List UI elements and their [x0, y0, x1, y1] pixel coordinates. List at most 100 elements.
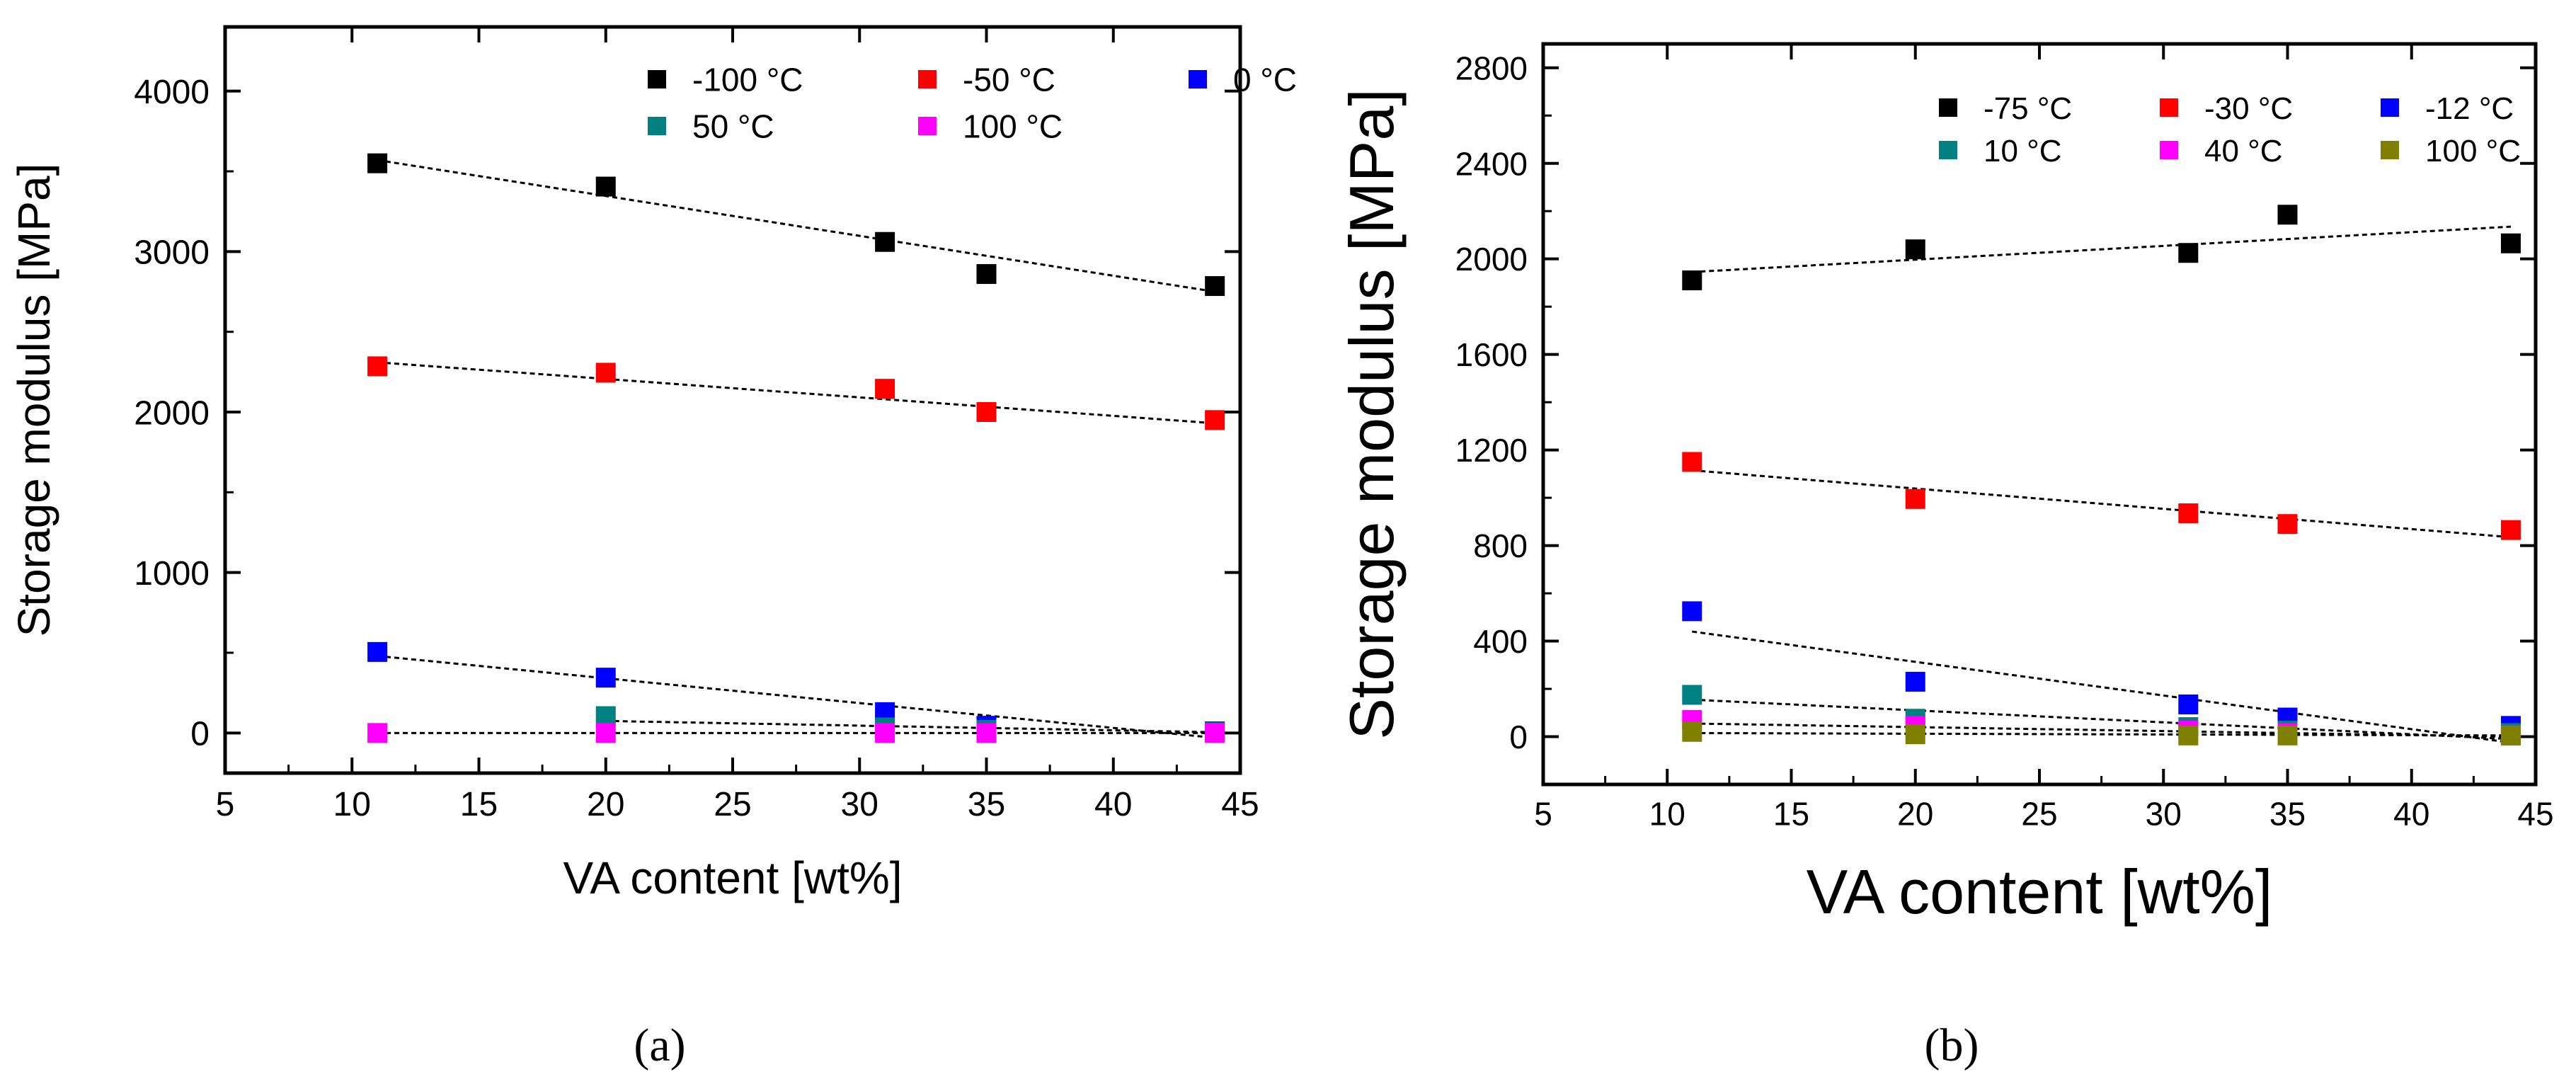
x-tick-label: 25 — [714, 786, 751, 823]
data-point — [367, 356, 388, 377]
data-point — [1682, 685, 1702, 705]
data-point — [367, 153, 388, 173]
data-point — [1682, 452, 1702, 472]
x-tick-label: 5 — [216, 786, 235, 823]
data-point — [1205, 276, 1225, 297]
y-tick-label: 0 — [190, 716, 210, 753]
y-tick-label: 0 — [1509, 719, 1528, 755]
data-point — [2500, 520, 2521, 540]
data-point — [367, 723, 388, 743]
legend-marker — [2381, 98, 2399, 117]
legend-label: -30 °C — [2204, 91, 2293, 126]
legend-label: 50 °C — [692, 108, 774, 145]
legend-label: 40 °C — [2204, 134, 2283, 168]
trendline — [605, 719, 1215, 733]
trendline — [1692, 225, 2512, 273]
data-point — [2277, 725, 2298, 745]
data-point — [1905, 239, 1925, 260]
trendline — [377, 159, 1215, 293]
x-tick-label: 10 — [333, 786, 371, 823]
x-tick-label: 15 — [1773, 796, 1809, 833]
legend-label: 10 °C — [1983, 134, 2062, 168]
data-point — [595, 362, 616, 383]
data-point — [595, 176, 616, 197]
legend-label: -50 °C — [963, 62, 1055, 98]
y-tick-label: 2000 — [1455, 241, 1528, 278]
y-tick-label: 2400 — [1455, 145, 1528, 182]
y-tick-label: 2800 — [1455, 50, 1528, 86]
data-point — [875, 723, 895, 743]
x-axis-label: VA content [wt%] — [1807, 857, 2273, 927]
x-tick-label: 30 — [841, 786, 878, 823]
legend-marker — [1939, 98, 1957, 117]
trendline — [377, 361, 1215, 425]
y-tick-label: 800 — [1473, 527, 1528, 564]
legend-label: -75 °C — [1983, 91, 2072, 126]
trendline — [1692, 698, 2512, 741]
y-axis-label: Storage modulus [MPa] — [8, 164, 59, 637]
x-tick-label: 40 — [2393, 796, 2429, 833]
legend-marker — [2160, 98, 2178, 117]
x-tick-label: 15 — [460, 786, 498, 823]
data-point — [1905, 671, 1925, 692]
trendline — [1692, 469, 2512, 539]
x-tick-label: 5 — [1534, 796, 1552, 833]
data-point — [2500, 725, 2521, 745]
trendline — [377, 655, 1215, 739]
data-point — [875, 232, 895, 252]
data-point — [875, 379, 895, 399]
data-point — [1682, 721, 1702, 742]
legend-marker — [648, 117, 666, 135]
x-tick-label: 30 — [2146, 796, 2182, 833]
x-tick-label: 25 — [2021, 796, 2057, 833]
x-tick-label: 20 — [1897, 796, 1933, 833]
data-point — [1205, 410, 1225, 430]
data-point — [976, 402, 997, 422]
chart-b: 5 10 15 20 25 30 35 40 45 0 400 800 1200 1600 2000 2400… — [1336, 42, 2554, 927]
legend-marker — [1189, 70, 1207, 88]
data-point — [1682, 601, 1702, 622]
x-tick-label: 40 — [1094, 786, 1132, 823]
data-point — [2178, 243, 2199, 263]
panel-label-a: (a) — [634, 1019, 685, 1071]
data-point — [1905, 724, 1925, 745]
data-point — [367, 641, 388, 662]
legend-label: 100 °C — [963, 108, 1063, 145]
y-tick-label: 4000 — [134, 74, 210, 111]
data-point — [1682, 270, 1702, 291]
data-point — [2277, 205, 2298, 225]
trendline — [1692, 731, 2511, 737]
x-tick-label: 45 — [2517, 796, 2553, 833]
y-axis-label: Storage modulus [MPa] — [1336, 88, 1407, 740]
y-tick-label: 1000 — [134, 555, 210, 593]
data-point — [595, 706, 616, 726]
data-point — [976, 264, 997, 285]
y-tick-label: 400 — [1473, 623, 1528, 660]
panel-label-b: (b) — [1925, 1019, 1979, 1071]
x-tick-label: 35 — [968, 786, 1005, 823]
legend-marker — [918, 117, 937, 135]
data-point — [2178, 503, 2199, 524]
y-tick-label: 1200 — [1455, 432, 1528, 469]
data-point — [2178, 694, 2199, 714]
trendline — [1692, 630, 2512, 744]
x-axis-label: VA content [wt%] — [563, 852, 902, 903]
legend-marker — [1939, 141, 1957, 159]
x-tick-label: 20 — [587, 786, 624, 823]
data-point — [1205, 723, 1225, 743]
legend-label: 100 °C — [2425, 134, 2521, 168]
data-point — [2277, 514, 2298, 535]
data-point — [2500, 233, 2521, 253]
data-point — [976, 723, 997, 743]
data-point — [2178, 725, 2199, 745]
y-tick-label: 2000 — [134, 394, 210, 432]
x-tick-label: 35 — [2269, 796, 2306, 833]
legend-label: 0 °C — [1233, 62, 1297, 98]
legend-marker — [648, 70, 666, 88]
chart-a: 5 10 15 20 25 30 35 40 45 0 1000 2000 3000 4000 VA con… — [8, 25, 1297, 903]
legend-label: -12 °C — [2425, 91, 2514, 126]
legend-label: -100 °C — [692, 62, 803, 98]
data-point — [595, 723, 616, 743]
x-tick-label: 45 — [1221, 786, 1259, 823]
